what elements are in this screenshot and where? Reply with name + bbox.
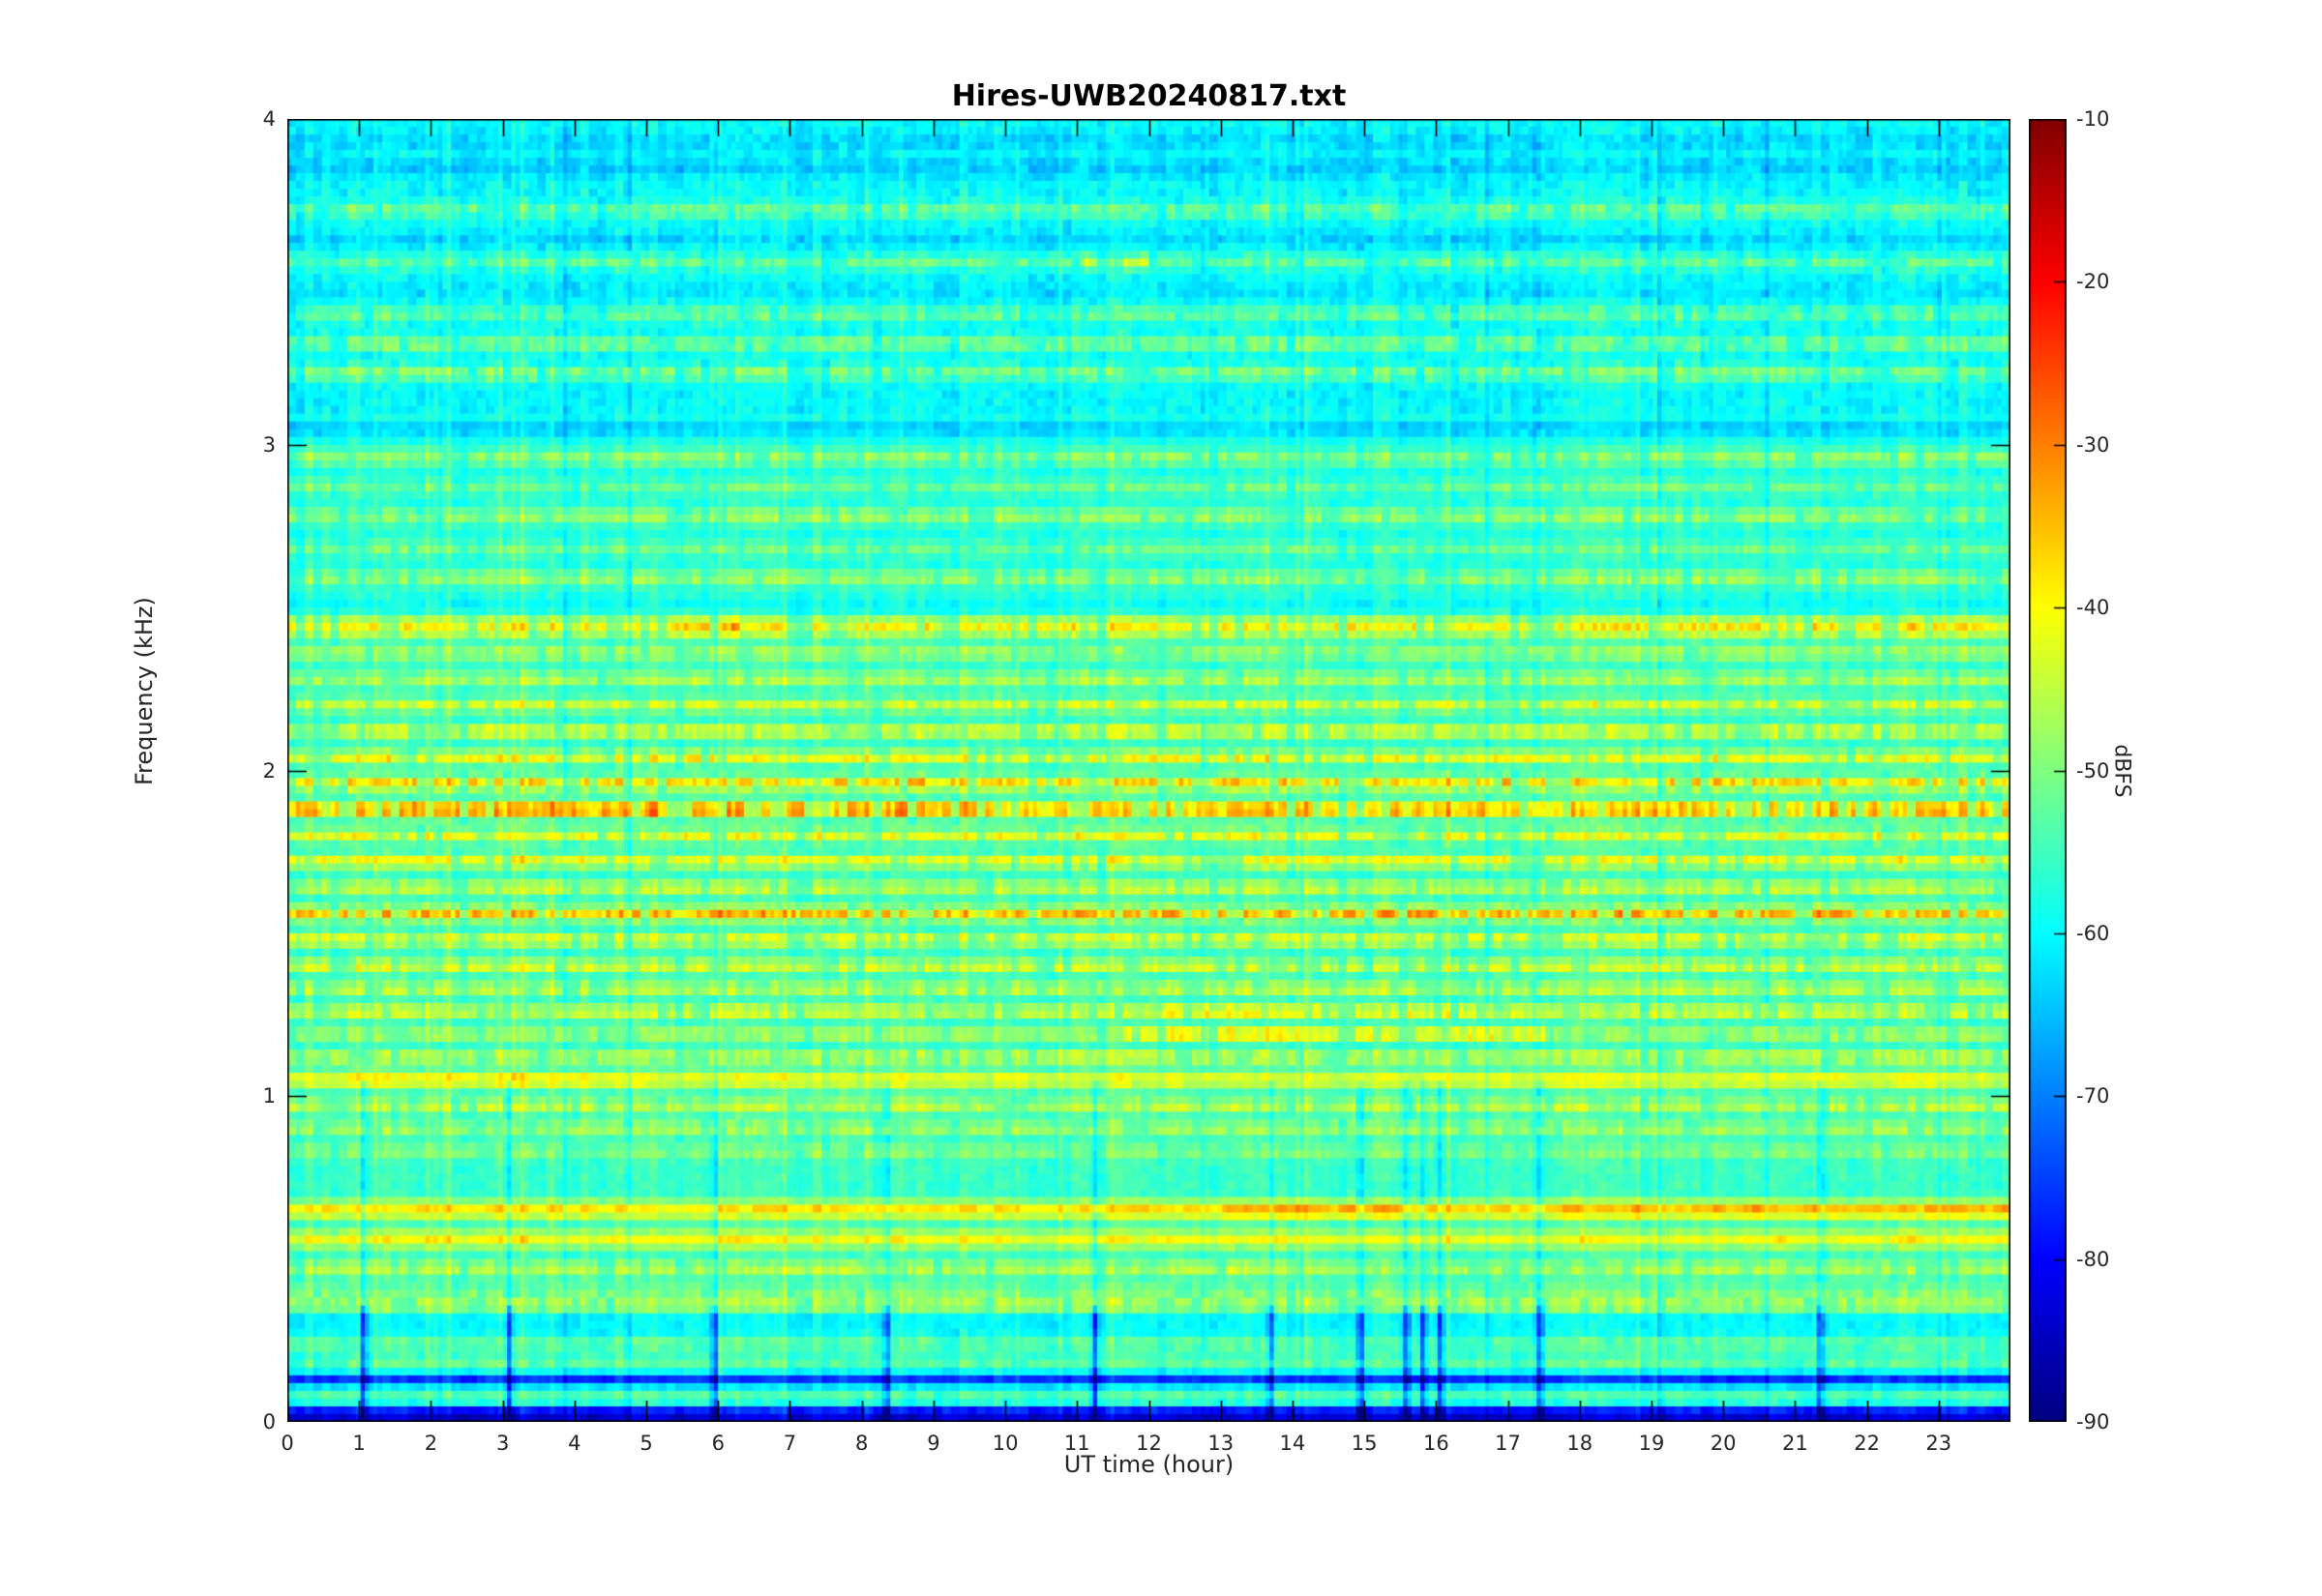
colorbar xyxy=(2029,119,2067,1422)
colorbar-tick-label: -60 xyxy=(2076,921,2110,945)
x-axis-label: UT time (hour) xyxy=(1063,1451,1235,1478)
x-tick-label: 10 xyxy=(992,1432,1019,1455)
x-tick-label: 23 xyxy=(1925,1432,1952,1455)
colorbar-label: dBFS xyxy=(2109,743,2134,798)
plot-title: Hires-UWB20240817.txt xyxy=(951,79,1347,113)
colorbar-tick-label: -40 xyxy=(2076,596,2110,620)
colorbar-tick-label: -10 xyxy=(2076,107,2110,131)
colorbar-tick-label: -80 xyxy=(2076,1247,2110,1271)
x-tick-label: 6 xyxy=(711,1432,725,1455)
x-tick-label: 3 xyxy=(495,1432,510,1455)
x-tick-label: 13 xyxy=(1207,1432,1235,1455)
x-tick-label: 14 xyxy=(1279,1432,1306,1455)
x-tick-label: 12 xyxy=(1136,1432,1162,1455)
x-tick-label: 15 xyxy=(1351,1432,1378,1455)
x-tick-label: 8 xyxy=(854,1432,869,1455)
x-tick-label: 19 xyxy=(1638,1432,1665,1455)
y-axis-label: Frequency (kHz) xyxy=(131,596,158,785)
colorbar-tick-label: -20 xyxy=(2076,270,2110,294)
x-tick-label: 18 xyxy=(1566,1432,1593,1455)
colorbar-tick-label: -50 xyxy=(2076,758,2110,783)
y-tick-label: 3 xyxy=(262,432,276,457)
colorbar-tick-label: -70 xyxy=(2076,1084,2110,1108)
x-tick-label: 22 xyxy=(1854,1432,1880,1455)
colorbar-tick-label: -30 xyxy=(2076,432,2110,457)
x-tick-label: 5 xyxy=(640,1432,653,1455)
y-tick-label: 1 xyxy=(262,1084,276,1108)
colorbar-tick-label: -90 xyxy=(2076,1410,2110,1433)
x-tick-label: 20 xyxy=(1710,1432,1737,1455)
spectrogram-plot-area xyxy=(287,119,2010,1422)
x-tick-label: 11 xyxy=(1063,1432,1090,1455)
y-tick-label: 0 xyxy=(262,1410,276,1433)
x-tick-label: 1 xyxy=(352,1432,366,1455)
x-tick-label: 7 xyxy=(783,1432,797,1455)
y-tick-label: 2 xyxy=(262,758,276,783)
x-tick-label: 4 xyxy=(568,1432,581,1455)
y-tick-label: 4 xyxy=(262,107,276,131)
x-tick-label: 0 xyxy=(281,1432,294,1455)
x-tick-label: 2 xyxy=(424,1432,438,1455)
x-tick-label: 16 xyxy=(1422,1432,1449,1455)
x-tick-label: 21 xyxy=(1782,1432,1808,1455)
x-tick-label: 9 xyxy=(927,1432,940,1455)
x-tick-label: 17 xyxy=(1495,1432,1521,1455)
